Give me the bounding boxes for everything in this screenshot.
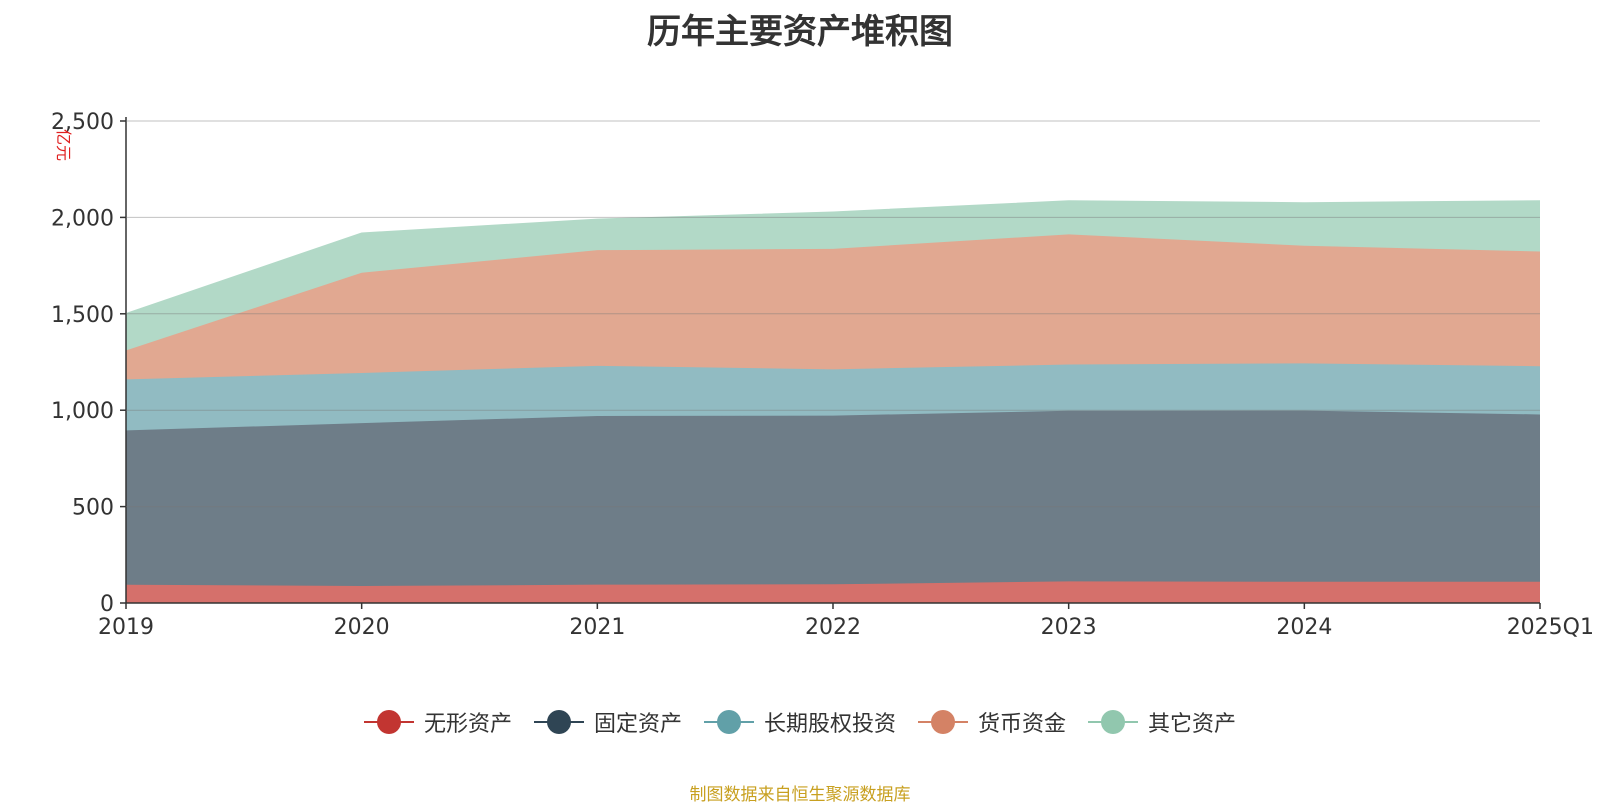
- legend-item[interactable]: 其它资产: [1088, 706, 1236, 738]
- legend-item[interactable]: 无形资产: [363, 706, 512, 738]
- x-tick-label: 2025Q1: [1507, 615, 1594, 640]
- y-tick-label: 500: [72, 496, 114, 521]
- legend-marker-icon: [1088, 709, 1139, 735]
- legend-label: 固定资产: [593, 712, 682, 737]
- area-series-3: [126, 234, 1540, 380]
- area-series: [125, 200, 1541, 603]
- legend-label: 长期股权投资: [763, 712, 896, 737]
- x-tick-label: 2019: [98, 615, 154, 640]
- area-edge-4: [125, 200, 1541, 315]
- x-tick-label: 2022: [805, 615, 861, 640]
- legend: 无形资产 固定资产 长期股权投资 货币资金 其它资产: [0, 706, 1600, 738]
- x-tick-label: 2024: [1276, 615, 1332, 640]
- area-series-4: [126, 201, 1540, 351]
- stacked-area-chart: 0 500 1,000 1,500 2,000 2,500 2019 2020 2021 2022…: [51, 110, 1594, 640]
- legend-marker-icon: [703, 709, 754, 735]
- legend-item[interactable]: 固定资产: [533, 706, 682, 738]
- x-tick-label: 2021: [569, 615, 625, 640]
- x-tick-label: 2023: [1041, 615, 1097, 640]
- x-tick-label: 2020: [334, 615, 390, 640]
- legend-marker-icon: [918, 709, 968, 735]
- legend-label: 其它资产: [1148, 712, 1237, 737]
- y-tick-label: 2,000: [51, 206, 114, 231]
- y-tick-label: 1,500: [51, 303, 114, 328]
- area-series-0: [126, 581, 1540, 603]
- legend-marker-icon: [363, 709, 414, 735]
- y-tick-label: 1,000: [51, 399, 114, 424]
- legend-label: 无形资产: [423, 712, 512, 737]
- legend-item[interactable]: 货币资金: [918, 706, 1066, 738]
- y-tick-label: 0: [100, 592, 114, 617]
- source-note: 制图数据来自恒生聚源数据库: [689, 785, 911, 805]
- legend-marker-icon: [533, 709, 584, 735]
- y-axis-unit-label: 亿元: [54, 129, 73, 161]
- legend-item[interactable]: 长期股权投资: [703, 706, 896, 738]
- legend-label: 货币资金: [978, 712, 1067, 737]
- area-series-1: [126, 410, 1540, 587]
- chart-title: 历年主要资产堆积图: [647, 12, 953, 52]
- y-tick-label: 2,500: [51, 110, 114, 135]
- area-series-2: [126, 363, 1540, 431]
- axes: 0 500 1,000 1,500 2,000 2,500 2019 2020 2021 2022…: [51, 110, 1594, 640]
